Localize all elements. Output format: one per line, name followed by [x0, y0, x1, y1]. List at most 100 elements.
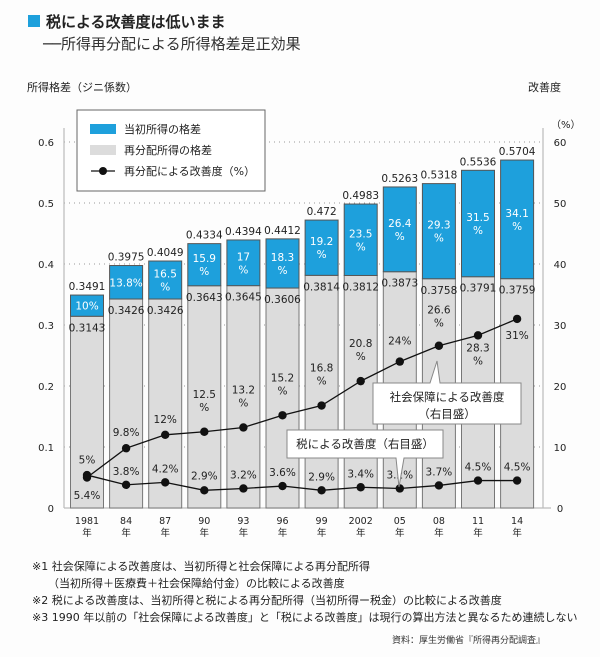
bar-redistributed — [343, 274, 378, 509]
left-tick-label: 0.3 — [38, 321, 54, 332]
social-security-label: 5% — [79, 455, 96, 467]
footnote-1: ※1 社会保障による改善度は、当初所得と社会保障による再分配所得 — [32, 560, 371, 573]
right-tick-label: 40 — [554, 260, 567, 271]
tax-label: 4.2% — [152, 463, 179, 475]
left-axis-label: 所得格差（ジニ係数） — [27, 81, 137, 94]
legend-label-redistributed: 再分配所得の格差 — [124, 143, 212, 157]
left-tick-label: 0.4 — [38, 260, 54, 271]
bar-redistributed-value-label: 0.3643 — [186, 292, 223, 304]
legend-swatch-redistributed — [90, 145, 116, 155]
x-tick-suffix: 年 — [473, 527, 483, 539]
bar-redistributed-value-label: 0.3606 — [264, 294, 301, 306]
social-security-point — [395, 357, 404, 366]
legend-label-improvement: 再分配による改善度（%） — [124, 164, 255, 178]
social-security-point — [200, 427, 209, 436]
tax-label: 3.2% — [230, 469, 257, 481]
x-tick-suffix: 年 — [278, 527, 288, 539]
x-tick-suffix: 年 — [512, 527, 522, 539]
chart-title: 税による改善度は低いまま — [46, 13, 226, 31]
improvement-label: 18.3% — [271, 252, 294, 277]
social-security-point — [239, 423, 248, 432]
bar-initial-value-label: 0.5318 — [421, 170, 458, 182]
x-tick-suffix: 年 — [82, 527, 92, 539]
x-tick-label: 99 — [316, 516, 328, 527]
bar-redistributed-value-label: 0.3426 — [147, 305, 184, 317]
social-annotation-subtext: （右目盛） — [418, 407, 476, 421]
bar-initial-value-label: 0.4412 — [264, 225, 301, 237]
social-security-point — [356, 376, 365, 386]
bar-initial — [304, 219, 339, 276]
tax-point — [239, 484, 248, 493]
tax-point — [121, 480, 131, 490]
left-tick-label: 0.2 — [38, 382, 54, 393]
bar-redistributed — [148, 298, 183, 509]
x-tick-suffix: 年 — [200, 527, 210, 539]
bar-initial — [265, 238, 300, 289]
x-tick-label: 14 — [511, 516, 523, 527]
footnote-1-cont: （当初所得＋医療費＋社会保障給付金）の比較による改善度 — [48, 577, 345, 590]
social-security-line — [86, 318, 518, 479]
improvement-label: 29.3% — [427, 220, 450, 245]
bar-initial — [421, 183, 456, 280]
tax-label: 4.5% — [465, 462, 492, 474]
bar-initial — [382, 186, 417, 273]
social-annotation-bubble — [372, 360, 522, 425]
right-tick-label: 60 — [554, 138, 567, 149]
x-tick-suffix: 年 — [395, 527, 405, 539]
social-security-label: 12.5% — [193, 389, 216, 414]
social-security-label: 24% — [388, 336, 411, 348]
social-security-point — [473, 331, 483, 340]
social-security-label: 31% — [505, 330, 528, 342]
right-tick-label: 30 — [554, 321, 567, 332]
improvement-label: 19.2% — [310, 236, 333, 261]
social-security-label: 16.8% — [310, 363, 333, 388]
social-security-point — [434, 341, 444, 350]
bar-initial-value-label: 0.4394 — [225, 226, 262, 238]
tax-point — [278, 481, 287, 491]
social-security-label: 12% — [154, 414, 177, 426]
tax-line — [86, 474, 518, 491]
social-security-point — [121, 444, 131, 453]
bar-initial — [500, 159, 535, 280]
x-tick-label: 84 — [120, 516, 132, 527]
x-tick-label: 11 — [472, 516, 484, 527]
bar-redistributed — [109, 298, 144, 509]
tax-point — [395, 484, 404, 493]
improvement-label: 31.5% — [466, 212, 489, 237]
right-axis-unit: （%） — [551, 120, 581, 131]
left-tick-label: 0.5 — [38, 199, 54, 210]
bar-redistributed-value-label: 0.3645 — [225, 292, 262, 304]
right-tick-label: 10 — [554, 443, 567, 454]
social-security-label: 9.8% — [113, 427, 140, 439]
bar-initial-value-label: 0.4983 — [342, 190, 379, 202]
chart-subtitle: ──所得再分配による所得格差是正効果 — [43, 35, 301, 53]
bar-redistributed-value-label: 0.3873 — [381, 278, 418, 290]
x-tick-label: 96 — [276, 516, 288, 527]
social-security-label: 13.2% — [232, 384, 255, 409]
bar-redistributed-value-label: 0.3758 — [421, 285, 458, 297]
social-security-point — [161, 430, 170, 439]
bar-initial — [148, 260, 183, 300]
bar-redistributed — [265, 287, 300, 509]
x-tick-suffix: 年 — [239, 527, 249, 539]
bar-initial-value-label: 0.3491 — [69, 281, 106, 293]
improvement-label: 26.4% — [388, 218, 412, 243]
social-security-label: 20.8% — [349, 338, 372, 363]
tax-point — [512, 476, 522, 485]
tax-label: 5.4% — [74, 490, 101, 502]
x-tick-suffix: 年 — [317, 527, 327, 539]
tax-annotation-text: 税による改善度（右目盛） — [296, 437, 434, 451]
bar-redistributed-value-label: 0.3426 — [108, 305, 145, 317]
legend-label-initial: 当初所得の格差 — [124, 122, 201, 136]
bar-initial-value-label: 0.3975 — [108, 252, 145, 264]
right-tick-label: 0 — [557, 504, 563, 515]
tax-label: 3.8% — [113, 466, 140, 478]
social-security-point — [512, 314, 522, 324]
bar-initial — [461, 169, 495, 278]
tax-annotation-bubble — [286, 429, 444, 488]
x-tick-suffix: 年 — [160, 527, 170, 539]
improvement-label: 23.5% — [349, 228, 372, 253]
bar-initial-value-label: 0.4049 — [147, 247, 184, 259]
bar-redistributed-value-label: 0.3143 — [69, 322, 106, 334]
